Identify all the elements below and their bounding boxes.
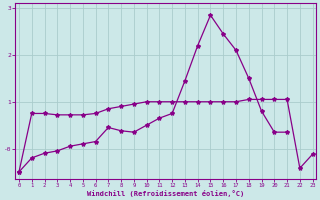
X-axis label: Windchill (Refroidissement éolien,°C): Windchill (Refroidissement éolien,°C)	[87, 190, 244, 197]
